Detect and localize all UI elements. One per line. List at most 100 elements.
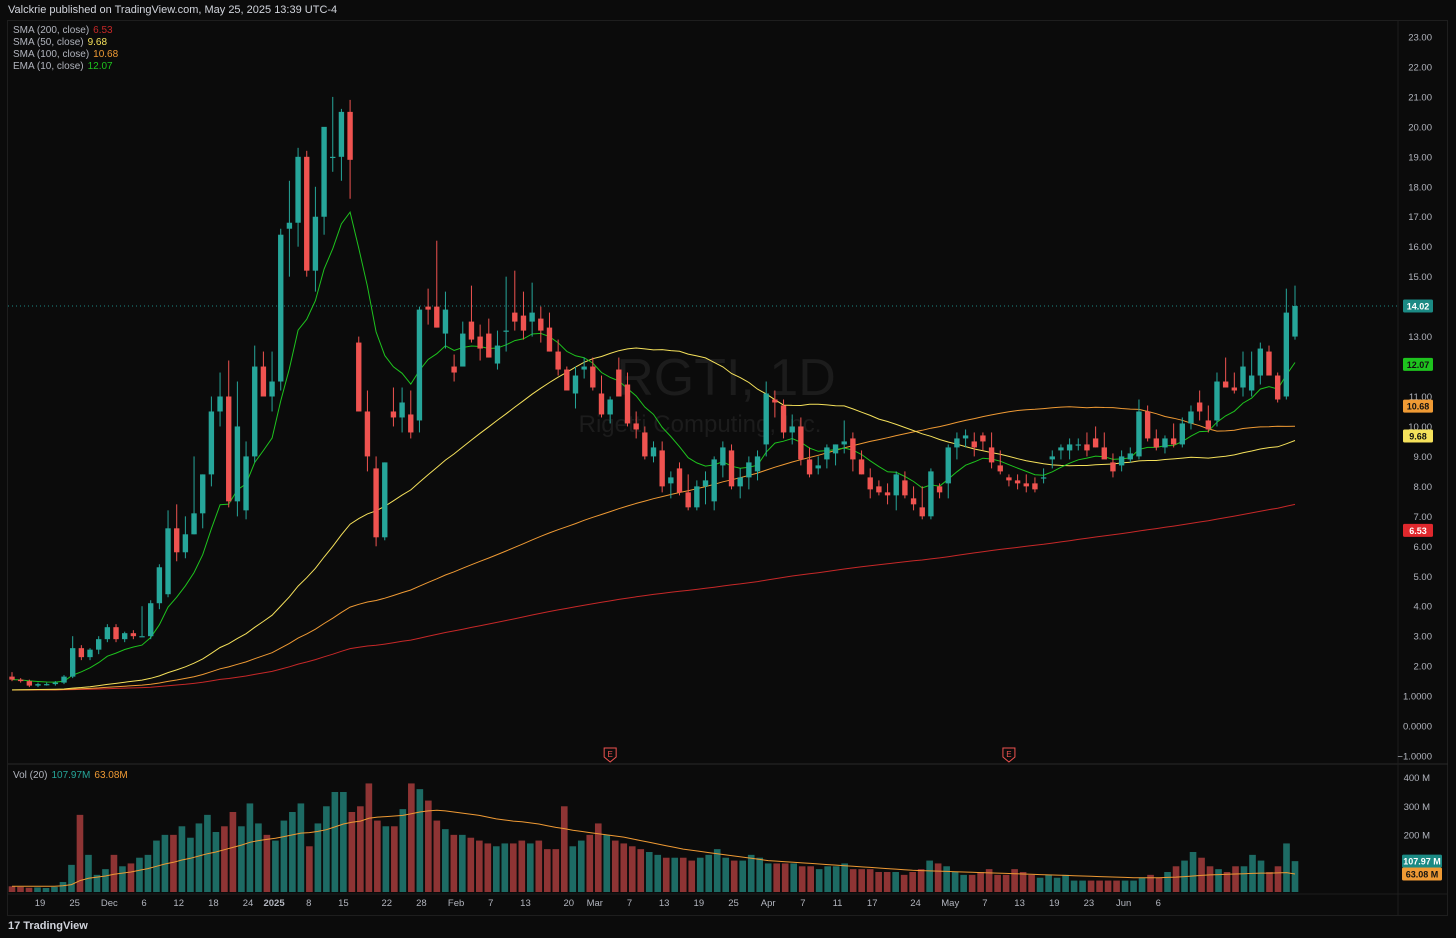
volume-bar xyxy=(484,843,492,892)
volume-bar xyxy=(764,863,772,892)
candle-body xyxy=(1110,462,1116,472)
volume-bar xyxy=(849,869,857,892)
candle-body xyxy=(208,411,215,475)
candle-body xyxy=(356,342,362,412)
volume-bar xyxy=(323,806,330,892)
volume-ma-line xyxy=(12,809,1296,887)
legend-sma-100[interactable]: SMA (100, close) 10.68 xyxy=(13,49,118,60)
tradingview-brand: TradingView xyxy=(23,920,88,932)
candle-body xyxy=(1040,477,1047,479)
candle-body xyxy=(676,468,683,493)
candle-body xyxy=(1084,444,1090,451)
axis-layer: 23.00 22.00 21.00 20.00 19.00 18.00 17.00 16.00… xyxy=(35,32,1442,909)
volume-bar xyxy=(509,843,517,892)
volume-bar xyxy=(543,849,551,892)
x-tick-label: 13 xyxy=(520,898,531,909)
candle-body xyxy=(763,393,769,445)
volume-legend-ma-value: 63.08M xyxy=(94,770,128,781)
candle-body xyxy=(1205,420,1211,430)
volume-label-box xyxy=(1402,867,1442,881)
volume-bar xyxy=(518,840,526,892)
candle-body xyxy=(789,426,795,433)
volume-bar xyxy=(246,803,254,892)
volume-bar xyxy=(238,826,245,892)
y-tick-label: 13.00 xyxy=(1408,332,1432,343)
candle-body xyxy=(1248,375,1255,391)
volume-bar xyxy=(1130,880,1137,892)
candle-body xyxy=(954,438,960,448)
volume-bar xyxy=(977,872,984,892)
volume-legend[interactable]: Vol (20) 107.97M 63.08M xyxy=(13,770,132,781)
y-tick-label: 6.00 xyxy=(1414,542,1433,553)
candle-body xyxy=(104,627,111,640)
volume-bar xyxy=(858,869,865,892)
candle-body xyxy=(61,676,67,683)
x-tick-label: 15 xyxy=(338,898,349,909)
candle-body xyxy=(1162,438,1168,448)
x-tick-label: 12 xyxy=(173,898,184,909)
candle-body xyxy=(122,633,128,640)
candle-body xyxy=(1170,438,1177,445)
candle-body xyxy=(780,405,787,433)
volume-bar xyxy=(960,874,967,892)
volume-bar xyxy=(357,806,364,892)
candle-body xyxy=(581,366,587,370)
candle-body xyxy=(806,459,813,475)
volume-bar xyxy=(178,826,186,892)
candle-body xyxy=(1136,411,1142,457)
volume-bar xyxy=(705,854,713,892)
volume-bar xyxy=(917,869,925,892)
candle-body xyxy=(1075,444,1081,446)
candle-body xyxy=(1144,411,1151,439)
candle-body xyxy=(217,396,223,412)
candle-body xyxy=(728,450,735,487)
legend-sma-200[interactable]: SMA (200, close) 6.53 xyxy=(13,25,113,36)
y-tick-label: 5.00 xyxy=(1414,572,1433,583)
volume-bar xyxy=(1087,880,1095,892)
candle-body xyxy=(1231,387,1238,391)
chart-frame xyxy=(7,20,1448,916)
candle-body xyxy=(1118,456,1125,466)
volume-bar xyxy=(875,872,882,892)
volume-bar xyxy=(951,872,959,892)
volume-bar xyxy=(263,834,271,892)
legend-sma-50[interactable]: SMA (50, close) 9.68 xyxy=(13,37,107,48)
volume-legend-label: Vol (20) xyxy=(13,770,48,781)
price-label-box xyxy=(1403,299,1433,313)
legend-ema-10[interactable]: EMA (10, close) 12.07 xyxy=(13,61,113,72)
volume-bar xyxy=(552,849,560,892)
x-tick-label: 24 xyxy=(910,898,921,909)
volume-bar xyxy=(391,826,398,892)
candle-body xyxy=(425,306,431,310)
volume-bar xyxy=(229,812,237,892)
earnings-marker-label: E xyxy=(607,750,612,759)
volume-bar xyxy=(110,854,118,892)
candle-body xyxy=(642,432,648,457)
volume-bar xyxy=(501,843,509,892)
volume-bar xyxy=(42,888,50,892)
volume-bar xyxy=(841,863,848,892)
candle-body xyxy=(1274,375,1281,400)
volume-bar xyxy=(985,869,993,892)
candle-body xyxy=(893,474,899,496)
x-tick-label: 2025 xyxy=(263,898,285,909)
candle-body xyxy=(252,366,258,457)
price-label-text: 12.07 xyxy=(1407,360,1430,370)
volume-bar xyxy=(408,783,415,892)
candle-body xyxy=(737,477,743,487)
y-tick-label: 3.00 xyxy=(1414,632,1433,643)
volume-bar xyxy=(1070,880,1078,892)
volume-bar xyxy=(365,783,373,892)
volume-bar xyxy=(25,887,33,892)
candle-body xyxy=(1014,480,1021,484)
y-tick-label: 16.00 xyxy=(1408,242,1432,253)
candle-body xyxy=(165,528,171,595)
candle-body xyxy=(1188,411,1194,424)
candle-body xyxy=(980,435,986,442)
candle-body xyxy=(243,456,249,511)
volume-bar xyxy=(1019,872,1027,892)
candle-body xyxy=(1257,348,1264,376)
tradingview-logo[interactable]: 17 TradingView xyxy=(8,920,88,932)
candle-body xyxy=(156,567,163,604)
